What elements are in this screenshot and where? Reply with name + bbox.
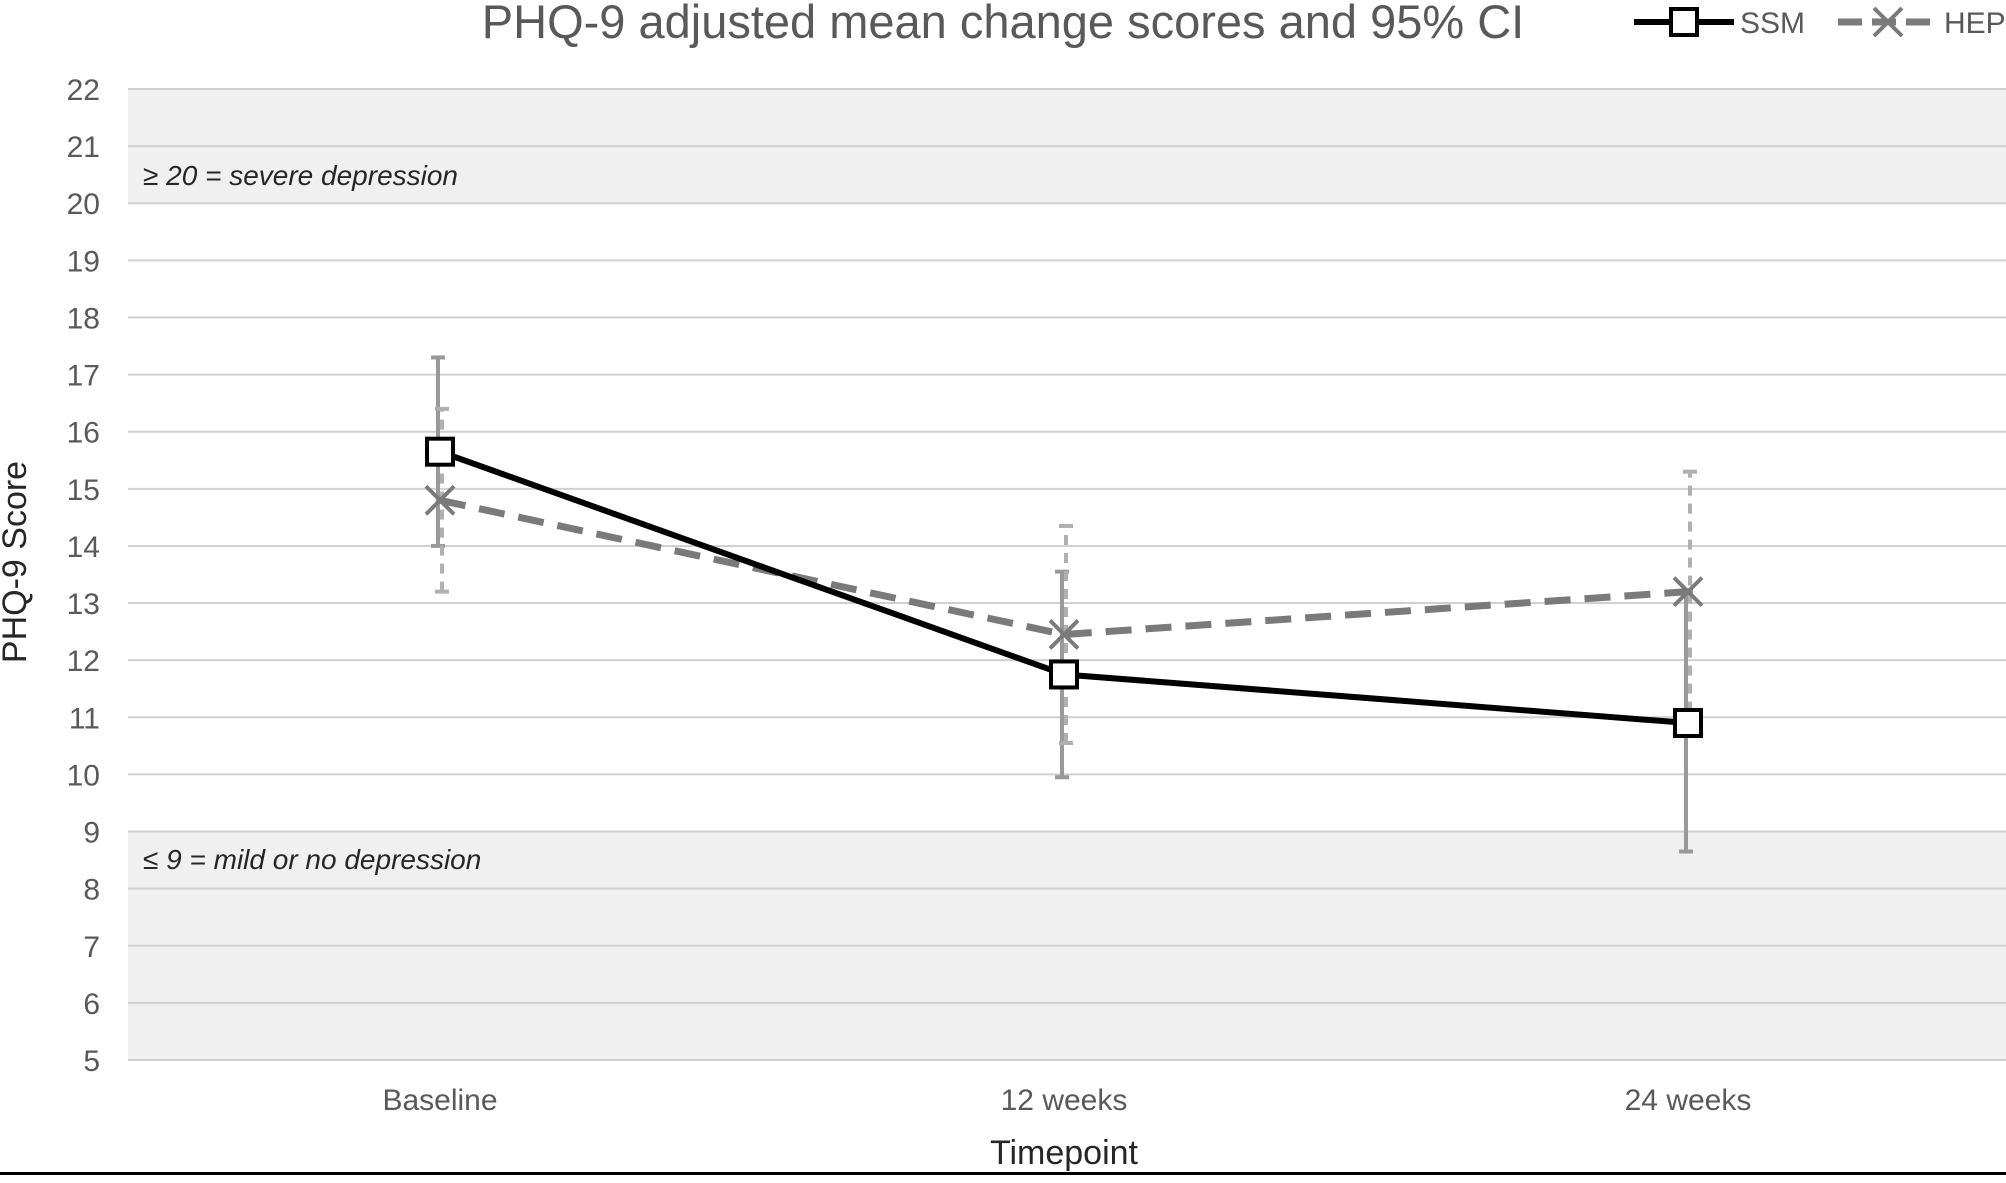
y-tick-label: 15 — [67, 474, 100, 507]
x-tick-label: Baseline — [382, 1084, 497, 1117]
legend-marker-ssm — [1669, 7, 1699, 37]
legend-label-ssm: SSM — [1740, 7, 1805, 40]
y-tick-label: 10 — [67, 759, 100, 792]
y-tick-label: 6 — [83, 988, 100, 1021]
data-point-hep — [424, 484, 456, 516]
y-tick-label: 5 — [83, 1045, 100, 1078]
data-point-ssm — [1049, 659, 1079, 690]
y-tick-label: 7 — [83, 931, 100, 964]
marker-stroke — [1872, 6, 1904, 38]
marker-stroke — [1672, 576, 1704, 608]
y-tick-label: 16 — [67, 417, 100, 450]
y-axis-label: PHQ-9 Score — [0, 461, 34, 663]
y-tick-label: 21 — [67, 131, 100, 164]
x-tick-label: 12 weeks — [1001, 1084, 1128, 1117]
y-tick-label: 14 — [67, 531, 100, 564]
x-tick-label: 24 weeks — [1625, 1084, 1752, 1117]
data-point-ssm — [1673, 708, 1703, 739]
band-label-mild: ≤ 9 = mild or no depression — [143, 844, 481, 875]
y-tick-label: 20 — [67, 188, 100, 221]
marker-stroke — [424, 484, 456, 516]
band-label-severe: ≥ 20 = severe depression — [143, 160, 458, 191]
y-tick-label: 13 — [67, 588, 100, 621]
y-tick-label: 18 — [67, 302, 100, 335]
data-point-ssm — [425, 436, 455, 467]
chart-title: PHQ-9 adjusted mean change scores and 95… — [482, 0, 1524, 48]
legend-marker-hep — [1872, 6, 1904, 38]
legend-label-hep: HEP — [1944, 7, 2006, 40]
x-axis-label: Timepoint — [990, 1134, 1139, 1172]
y-tick-labels: 5 6 7 8 9 10 11 12 13 14 15 16 17 18 19 20 21 22 — [67, 74, 100, 1078]
marker-stroke — [1048, 619, 1080, 650]
data-point-hep — [1048, 619, 1080, 650]
series-line-hep — [439, 496, 1689, 638]
bottom-border — [0, 1172, 2006, 1175]
data-point-hep — [1672, 576, 1704, 608]
y-tick-label: 9 — [83, 817, 100, 850]
y-tick-label: 12 — [67, 645, 100, 678]
series-markers — [424, 436, 1704, 739]
y-tick-label: 8 — [83, 874, 100, 907]
x-tick-labels: Baseline 12 weeks 24 weeks — [382, 1084, 1751, 1117]
y-tick-label: 19 — [67, 245, 100, 278]
legend: SSM HEP — [1634, 6, 2006, 40]
y-tick-label: 11 — [69, 702, 100, 735]
y-tick-label: 17 — [67, 360, 100, 393]
y-tick-label: 22 — [67, 74, 100, 107]
